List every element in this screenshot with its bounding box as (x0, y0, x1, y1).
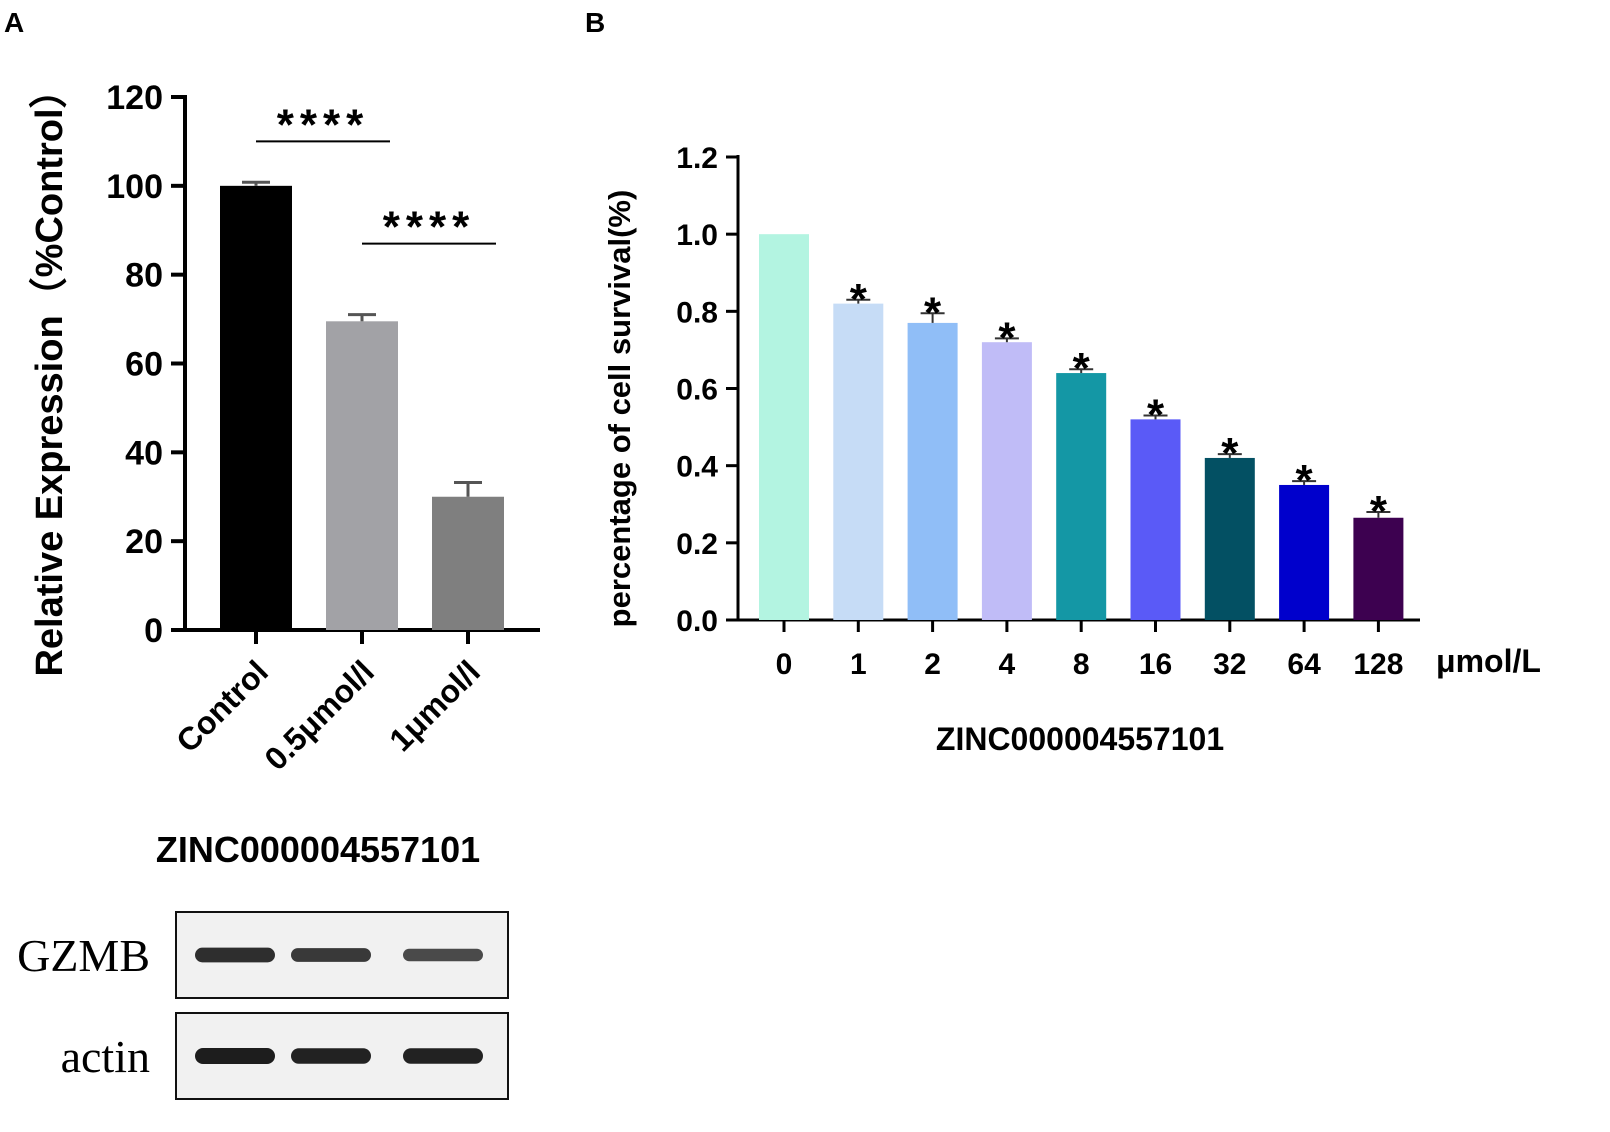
x-tick-label: 2 (924, 648, 941, 681)
significance-label: **** (383, 203, 476, 252)
bar (1353, 517, 1404, 620)
significance-star: * (1370, 487, 1388, 536)
bar (1130, 419, 1181, 620)
x-tick-label: 1μmol/l (382, 653, 487, 758)
blot-band (403, 948, 483, 962)
panel-a-label: A (4, 7, 24, 38)
bar (220, 185, 292, 631)
y-axis-title: Relative Expression（%Control） (29, 70, 71, 676)
blot-band (195, 947, 275, 963)
bar (326, 321, 398, 630)
y-tick-label: 0.8 (676, 296, 718, 329)
y-tick-label: 20 (125, 523, 163, 561)
y-tick-label: 0.4 (676, 451, 718, 484)
chart-b: 0.0 0.2 0.4 0.6 0.8 1.0 1.2 0 * 1 * 2 * 4 * 8 * 16 * 32 * 64 *… (602, 142, 1541, 757)
x-tick-label: 32 (1213, 648, 1246, 681)
blot-band (403, 1048, 483, 1064)
significance-label: **** (277, 100, 370, 149)
y-tick-label: 1.2 (676, 142, 718, 175)
blot-band (291, 948, 371, 962)
unit-label: μmol/L (1436, 643, 1541, 679)
significance-star: * (1147, 391, 1165, 440)
x-tick-label: 128 (1353, 648, 1403, 681)
x-tick-label: 1 (850, 648, 867, 681)
x-tick-label: 0 (776, 648, 793, 681)
significance-star: * (1221, 429, 1239, 478)
x-axis-title: ZINC000004557101 (156, 829, 480, 870)
bar (833, 303, 884, 620)
x-tick-label: 16 (1139, 648, 1172, 681)
y-tick-label: 40 (125, 434, 163, 472)
y-tick-label: 0 (144, 612, 163, 650)
bar (1056, 373, 1107, 620)
x-tick-label: 0.5μmol/l (257, 653, 381, 777)
blot-row-label: actin (61, 1031, 150, 1082)
blot-band (291, 1048, 371, 1064)
significance-star: * (924, 288, 942, 337)
bar (432, 496, 504, 630)
western-blot: GZMB actin (17, 911, 509, 1100)
x-tick-label: 4 (999, 648, 1016, 681)
blot-row-label: GZMB (17, 930, 150, 981)
x-axis-title: ZINC000004557101 (936, 721, 1224, 757)
y-tick-label: 120 (106, 79, 163, 117)
blot-band (195, 1048, 275, 1064)
y-tick-label: 80 (125, 257, 163, 295)
bar (1204, 457, 1255, 620)
bar (981, 342, 1032, 620)
y-tick-label: 0.0 (676, 605, 718, 638)
x-tick-label: 64 (1287, 648, 1321, 681)
x-tick-label: Control (169, 653, 275, 759)
y-tick-label: 0.2 (676, 528, 718, 561)
y-tick-label: 1.0 (676, 219, 718, 252)
y-axis-title: percentage of cell survival(%) (602, 190, 637, 628)
bar (1279, 484, 1330, 620)
y-tick-label: 0.6 (676, 374, 718, 407)
significance-star: * (1073, 344, 1091, 393)
significance-star: * (850, 275, 868, 324)
significance-star: * (1296, 456, 1314, 505)
y-tick-label: 100 (106, 168, 163, 206)
panel-b-label: B (585, 7, 605, 38)
bar (759, 234, 809, 620)
bar (907, 322, 958, 620)
significance-star: * (998, 313, 1016, 362)
x-tick-label: 8 (1073, 648, 1090, 681)
y-tick-label: 60 (125, 346, 163, 384)
